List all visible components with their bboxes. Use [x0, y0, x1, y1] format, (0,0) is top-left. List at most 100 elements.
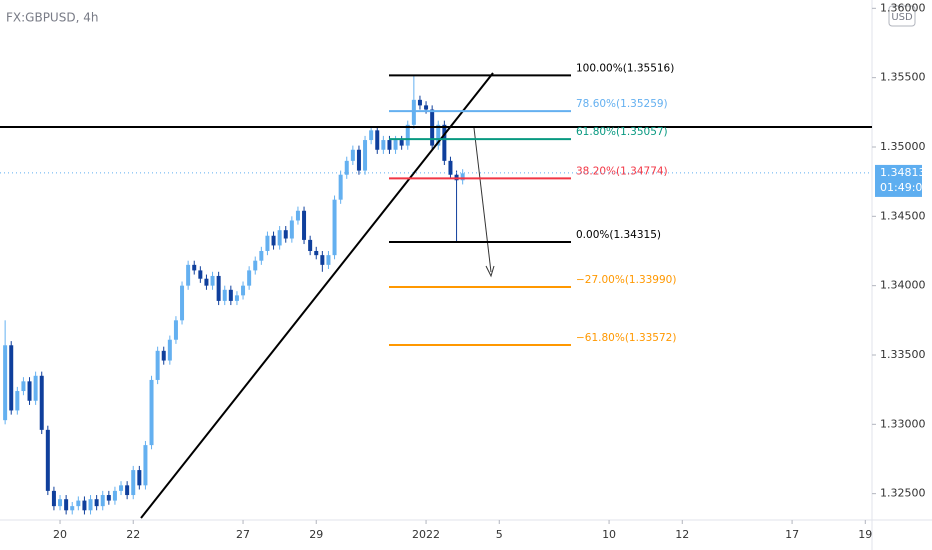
plot — [3, 74, 465, 515]
currency[interactable]: USD — [891, 12, 913, 23]
candle-body — [350, 149, 355, 161]
candle-body — [241, 285, 246, 296]
fib-label: −61.80%(1.33572) — [576, 332, 676, 344]
candle-body — [9, 345, 14, 411]
x-tick-label: 27 — [236, 528, 250, 541]
candle-body — [173, 320, 178, 340]
candle-body — [45, 429, 50, 491]
candle-body — [399, 140, 404, 146]
candle-body — [161, 350, 166, 361]
candle-body — [460, 173, 465, 181]
candle-body — [289, 220, 294, 239]
countdown: 01:49:07 — [880, 181, 929, 194]
candle-body — [271, 235, 276, 246]
candle-body — [3, 345, 8, 421]
candle-body — [253, 260, 258, 271]
y-tick-label: 1.32500 — [880, 487, 926, 500]
candle-body — [58, 499, 63, 507]
candle-body — [216, 275, 221, 301]
candle-body — [70, 506, 75, 511]
y-tick-label: 1.33000 — [880, 417, 926, 430]
candle-body — [448, 160, 453, 175]
candle-body — [198, 270, 203, 279]
candle-body — [436, 124, 441, 146]
candle-body — [167, 339, 172, 361]
candle-body — [234, 295, 239, 301]
candle-body — [247, 270, 252, 286]
candle-body — [21, 381, 26, 392]
candle-body — [393, 140, 398, 150]
x-tick-label: 5 — [496, 528, 503, 541]
candle-body — [33, 375, 38, 401]
candle-body — [100, 495, 105, 507]
candle-body — [15, 391, 20, 411]
y-tick-label: 1.34000 — [880, 279, 926, 292]
candle-body — [149, 379, 154, 446]
fib-label: 100.00%(1.35516) — [576, 62, 674, 74]
candle-body — [265, 235, 270, 251]
candle-body — [39, 375, 44, 430]
x-tick-label: 29 — [309, 528, 323, 541]
candle-body — [82, 500, 87, 511]
x-tick-label: 12 — [675, 528, 689, 541]
arrow — [473, 127, 492, 273]
candle-body — [369, 130, 374, 141]
candle-body — [417, 99, 422, 106]
candle-body — [125, 485, 130, 496]
candle-body — [94, 499, 99, 507]
candle-body — [27, 381, 32, 401]
x-tick-label: 19 — [858, 528, 872, 541]
y-tick-label: 1.35500 — [880, 71, 926, 84]
candle-body — [302, 210, 307, 240]
candle-body — [320, 255, 325, 265]
candle-body — [106, 495, 111, 501]
last-price: 1.34813 — [880, 166, 926, 179]
candle-body — [204, 278, 209, 286]
x-tick-label: 20 — [53, 528, 67, 541]
candle-body — [277, 230, 282, 246]
x-tick-label: 22 — [126, 528, 140, 541]
candle-body — [228, 289, 233, 301]
candle-body — [381, 140, 386, 150]
candle-body — [131, 470, 136, 496]
candle-body — [88, 499, 93, 511]
candle-body — [332, 199, 337, 256]
y-tick-label: 1.35000 — [880, 140, 926, 153]
candle-body — [259, 250, 264, 261]
y-tick-label: 1.33500 — [880, 348, 926, 361]
candle-body — [186, 264, 191, 286]
fib-label: 78.60%(1.35259) — [576, 98, 668, 110]
candle-body — [387, 140, 392, 150]
candle-body — [405, 124, 410, 146]
candle-body — [210, 275, 215, 286]
candle-body — [308, 239, 313, 251]
candle-body — [338, 174, 343, 200]
x-tick-label: 2022 — [412, 528, 440, 541]
candle-body — [314, 250, 319, 256]
fib-label: −27.00%(1.33990) — [576, 274, 676, 286]
trend-line — [140, 72, 494, 519]
candle-body — [143, 445, 148, 486]
y-tick-label: 1.34500 — [880, 209, 926, 222]
candle-body — [411, 99, 416, 125]
candle-body — [180, 285, 185, 321]
candle-body — [424, 105, 429, 110]
currency-box[interactable] — [888, 5, 916, 27]
symbol-title: FX:GBPUSD, 4h — [6, 11, 98, 25]
x-tick-label: 10 — [602, 528, 616, 541]
candle-body — [344, 160, 349, 175]
fib-label: 38.20%(1.34774) — [576, 165, 668, 177]
x-tick-label: 17 — [785, 528, 799, 541]
candle-body — [363, 140, 368, 171]
candle-body — [326, 255, 331, 265]
candle-body — [64, 499, 69, 511]
candle-body — [283, 230, 288, 239]
fib-label: 0.00%(1.34315) — [576, 229, 661, 241]
candle-body — [119, 485, 124, 491]
y-tick-label: 1.36000 — [880, 1, 926, 14]
arrow-head — [485, 265, 495, 278]
candle-body — [137, 470, 142, 486]
candle-body — [295, 210, 300, 221]
